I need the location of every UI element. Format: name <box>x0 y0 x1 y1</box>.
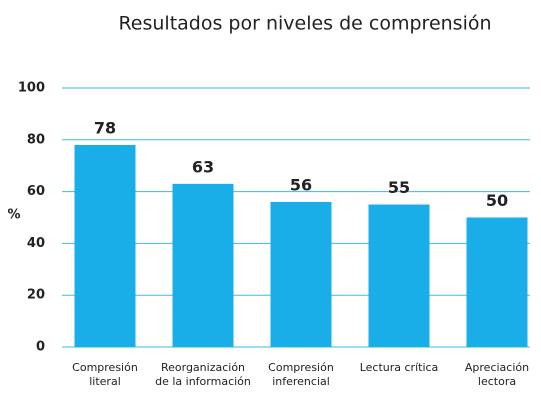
chart-title: Resultados por niveles de comprensión <box>118 13 491 35</box>
bar <box>270 201 332 347</box>
x-tick-label: Lectura crítica <box>359 361 439 374</box>
y-tick-label: 20 <box>27 288 45 303</box>
y-tick-label: 0 <box>36 340 45 355</box>
x-tick-label: Compresión literal <box>72 361 138 388</box>
x-tick-label: Compresión inferencial <box>268 361 334 388</box>
value-label: 78 <box>94 118 116 137</box>
y-axis-label: % <box>7 208 20 223</box>
value-label: 56 <box>290 175 312 194</box>
value-label: 50 <box>486 191 508 210</box>
y-tick-label: 60 <box>27 184 45 199</box>
bar <box>74 144 136 347</box>
value-label: 55 <box>388 178 410 197</box>
y-tick-label: 80 <box>27 132 45 147</box>
bar <box>466 217 528 347</box>
bar <box>172 183 234 347</box>
value-label: 63 <box>192 157 214 176</box>
bar <box>368 204 430 347</box>
y-tick-label: 100 <box>18 81 45 96</box>
y-tick-label: 40 <box>27 236 45 251</box>
x-tick-label: Reorganización de la información <box>155 361 251 388</box>
x-tick-label: Apreciación lectora <box>464 361 530 388</box>
